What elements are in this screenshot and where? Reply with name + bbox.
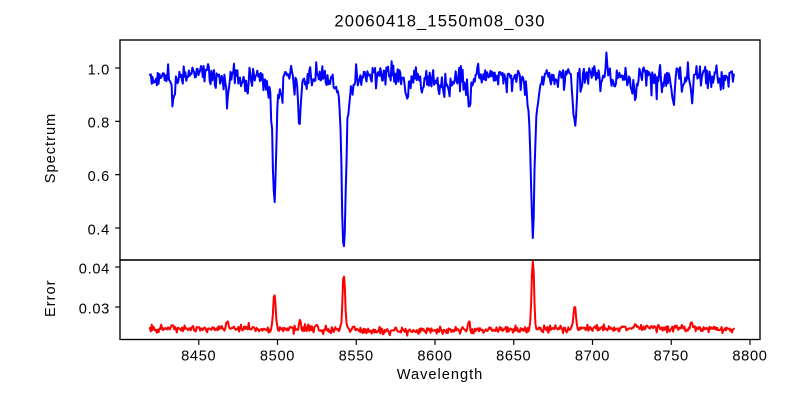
- svg-text:0.6: 0.6: [88, 169, 110, 185]
- svg-text:0.4: 0.4: [88, 222, 110, 238]
- svg-text:8600: 8600: [417, 349, 452, 365]
- svg-text:8800: 8800: [732, 349, 767, 365]
- svg-text:8700: 8700: [575, 349, 610, 365]
- svg-text:Spectrum: Spectrum: [43, 113, 59, 183]
- svg-text:0.04: 0.04: [79, 261, 110, 277]
- svg-text:Error: Error: [43, 280, 59, 317]
- svg-text:8550: 8550: [339, 349, 374, 365]
- svg-text:8500: 8500: [260, 349, 295, 365]
- svg-text:0.03: 0.03: [79, 301, 110, 317]
- svg-text:Wavelength: Wavelength: [397, 367, 484, 383]
- svg-text:0.8: 0.8: [88, 116, 110, 132]
- svg-text:20060418_1550m08_030: 20060418_1550m08_030: [334, 12, 545, 31]
- svg-text:8750: 8750: [654, 349, 689, 365]
- svg-text:8650: 8650: [496, 349, 531, 365]
- svg-text:1.0: 1.0: [88, 62, 110, 78]
- svg-text:8450: 8450: [181, 349, 216, 365]
